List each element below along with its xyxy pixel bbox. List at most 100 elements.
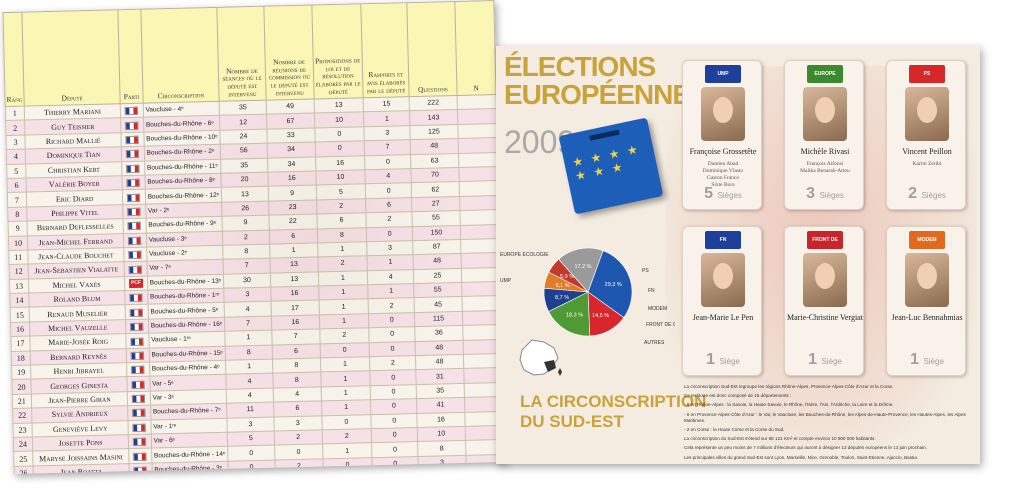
header-rang: Rang [2, 12, 25, 107]
ump-logo-icon [129, 265, 143, 274]
value-cell: 1 [318, 270, 368, 287]
value-cell: 1 [269, 242, 318, 259]
value-cell: 1 [363, 111, 411, 127]
value-cell [458, 180, 499, 197]
seat-count: 1 Siège [785, 351, 865, 369]
header-propositions: Propositions de loi et de résolution éla… [311, 3, 364, 99]
candidate-name: Françoise Grossetête [689, 147, 757, 156]
pie-slice [587, 250, 633, 318]
rank-cell: 7 [7, 192, 27, 208]
rank-cell: 19 [11, 365, 31, 380]
value-cell: 1 [320, 385, 371, 402]
info-paragraph: La circonscription du Sud-Est s'étend su… [684, 436, 876, 442]
value-cell [460, 252, 501, 269]
seat-number: 2 [908, 185, 917, 202]
party-cell [128, 434, 152, 449]
pie-legend-label: UMP [500, 278, 512, 284]
value-cell: 2 [222, 229, 270, 246]
value-cell: 22 [268, 214, 318, 230]
elected-name: François Alfonsi [806, 161, 844, 167]
pie-value-label: 5,9 % [560, 274, 574, 280]
rank-cell: 13 [9, 278, 29, 294]
rank-cell: 18 [11, 350, 31, 366]
ump-logo-icon [125, 135, 140, 145]
value-cell: 1 [367, 254, 414, 271]
party-cell [121, 146, 145, 162]
value-cell: 1 [275, 473, 324, 474]
ballot-slot [589, 129, 620, 141]
seat-count: 1 Siège [887, 351, 967, 369]
value-cell: 6 [365, 197, 413, 213]
value-cell: 0 [321, 414, 372, 430]
value-cell: 8 [317, 227, 367, 243]
party-cell [123, 232, 147, 248]
value-cell: 7 [224, 315, 272, 332]
elected-list: François Alfonsi Malika Benarab-Attou [789, 161, 861, 175]
pie-value-label: 14,5 % [592, 313, 609, 319]
poster-title-line2: EUROPÉENNES [504, 79, 709, 110]
value-cell [456, 108, 497, 125]
rank-cell: 23 [12, 422, 33, 438]
value-cell: 1 [224, 330, 272, 346]
rank-cell: 3 [5, 134, 26, 150]
value-cell: 2 [366, 211, 413, 228]
value-cell: 16 [267, 170, 316, 187]
pie-slice [558, 247, 604, 293]
party-cell [120, 117, 144, 133]
value-cell: 10 [315, 169, 366, 186]
ump-logo-icon [125, 121, 139, 130]
candidate-card: UMP Françoise Grossetête Damien Abad Domini… [682, 60, 762, 210]
rank-cell: 12 [9, 264, 29, 280]
value-cell: 8 [225, 344, 273, 361]
value-cell: 23 [268, 199, 317, 216]
party-cell [122, 175, 145, 191]
value-cell: 41 [416, 397, 465, 414]
value-cell: 13 [269, 257, 319, 273]
candidate-card: PS Vincent Peillon Karim Zeribi 2 Sièges [886, 60, 966, 210]
value-cell [460, 238, 500, 254]
rank-cell: 8 [7, 206, 27, 222]
party-cell [129, 462, 153, 474]
header-rapports: Rapports et avis élaborés par le député [360, 2, 410, 98]
value-cell: 0 [372, 470, 419, 474]
party-cell [121, 160, 145, 176]
rank-cell: 14 [9, 293, 29, 308]
rank-cell: 1 [5, 106, 25, 121]
rank-cell: 17 [10, 336, 31, 352]
value-cell [459, 224, 500, 240]
value-cell: 2 [369, 355, 417, 372]
candidate-card: FRONT DE GAUCHE Marie-Christine Vergiat 1 … [784, 226, 864, 376]
value-cell: 70 [411, 167, 459, 183]
value-cell: 3 [227, 416, 275, 433]
party-logo-icon: PS [909, 65, 945, 83]
pie-legend-label: PS [642, 268, 649, 274]
value-cell [459, 195, 499, 211]
party-cell [126, 333, 149, 349]
value-cell: 0 [371, 441, 419, 458]
value-cell: 9 [268, 185, 317, 201]
ballot-box-icon: ★ ★ ★ ★ ★ ★ ★ [558, 117, 664, 215]
elected-name: Damien Abad [707, 161, 739, 167]
ump-logo-icon [130, 308, 144, 317]
rank-cell: 10 [8, 235, 28, 251]
value-cell: 87 [412, 239, 461, 255]
party-cell [124, 261, 148, 277]
value-cell [465, 468, 506, 474]
value-cell: 36 [415, 325, 463, 342]
value-cell: 5 [315, 184, 366, 200]
seat-number: 3 [806, 185, 815, 202]
value-cell: 115 [414, 311, 463, 327]
candidate-name: Jean-Luc Bennahmias [891, 313, 963, 322]
rank-cell: 25 [13, 451, 33, 467]
ump-logo-icon [133, 452, 147, 461]
value-cell: 0 [319, 342, 370, 358]
value-cell: 7 [271, 329, 320, 345]
value-cell: 0 [370, 398, 418, 415]
rank-cell: 15 [10, 307, 30, 323]
value-cell: 13 [270, 271, 319, 288]
seat-number: 1 [910, 351, 919, 368]
header-seances: Nombre de séances où le député est inter… [216, 6, 266, 102]
rank-cell: 2 [5, 120, 25, 136]
value-cell: 0 [228, 459, 276, 474]
pie-value-label: 17,2 % [574, 264, 591, 270]
